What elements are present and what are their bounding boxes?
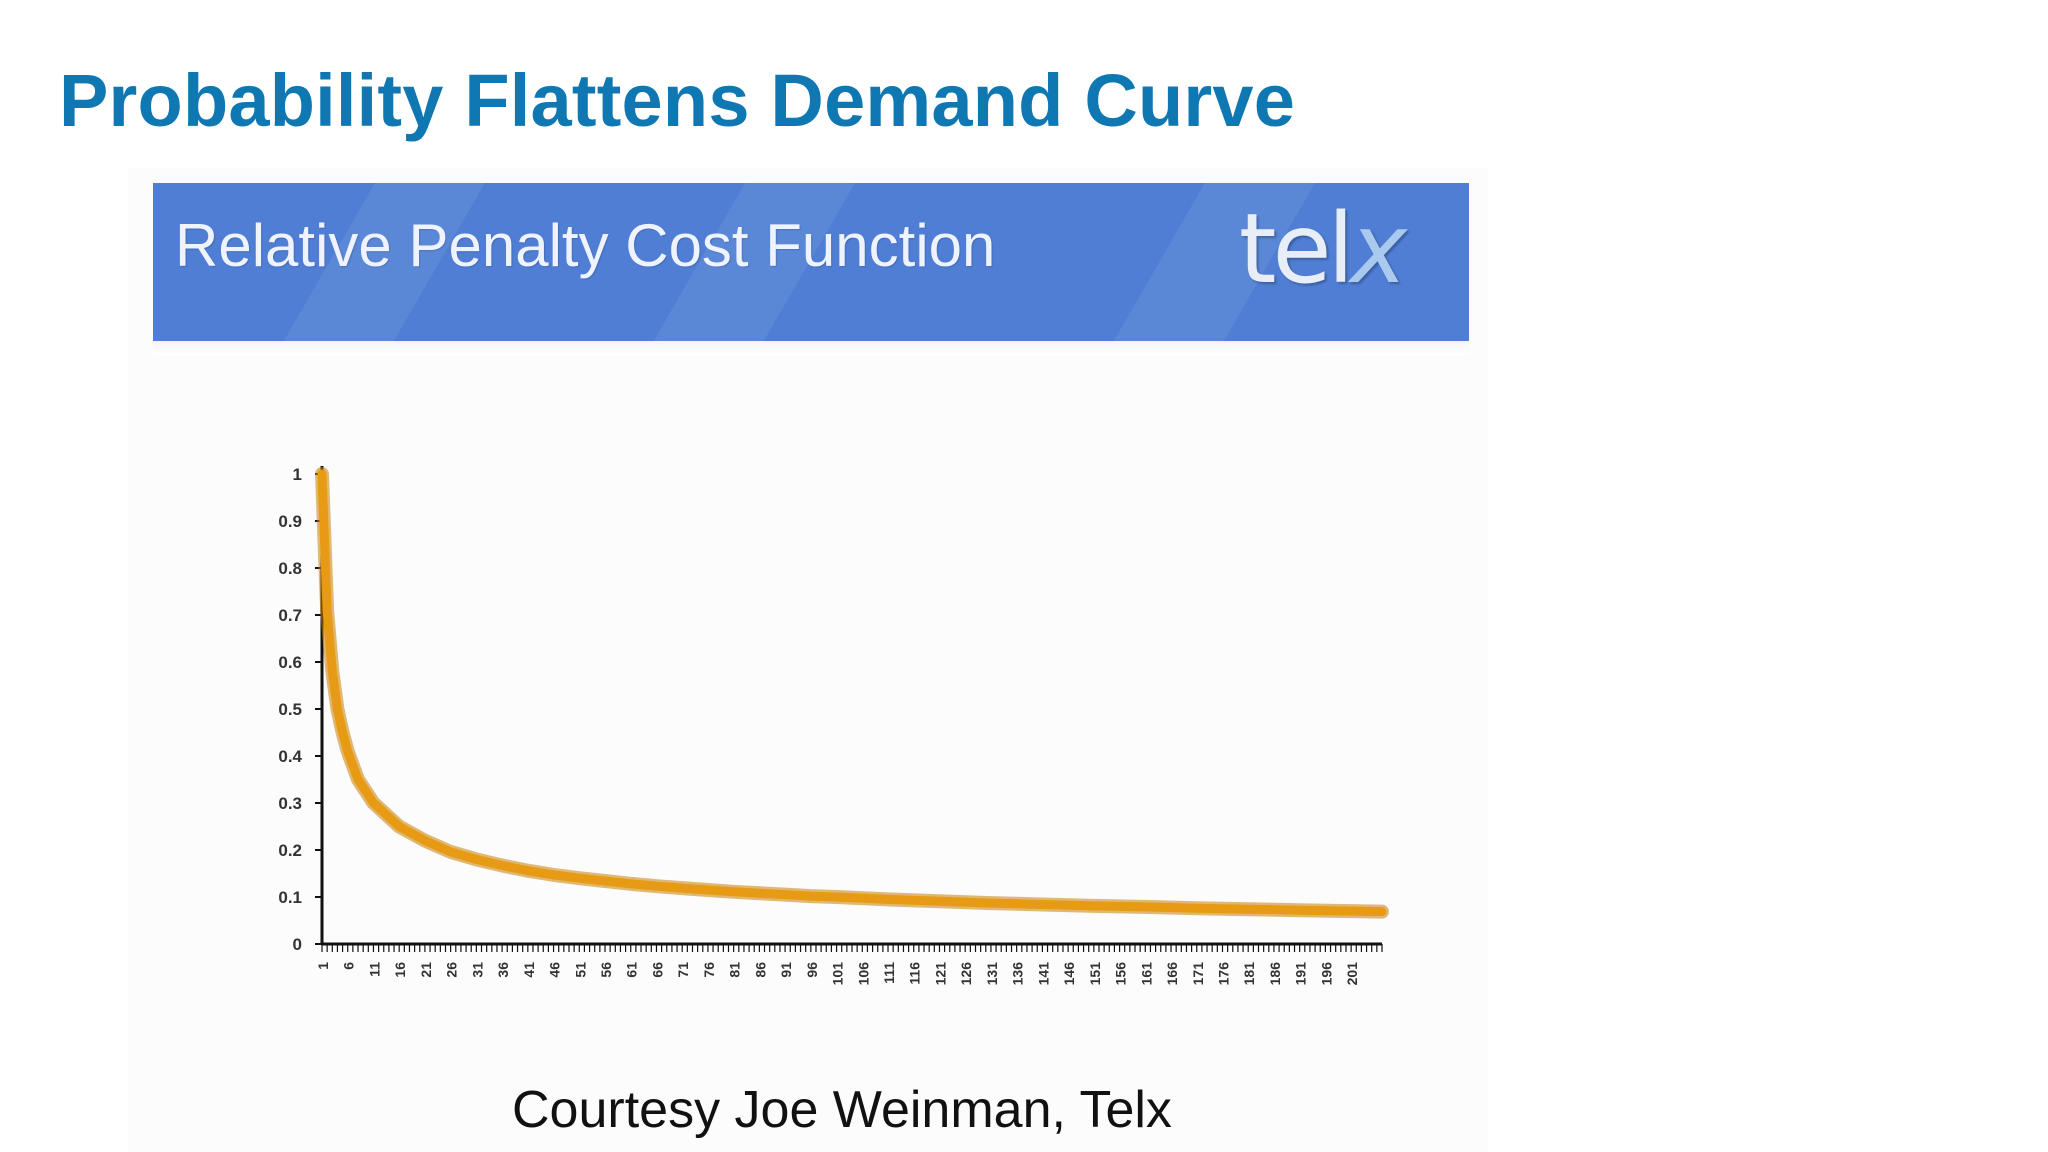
y-tick-label: 0.9 (278, 512, 302, 531)
x-tick-label: 36 (495, 962, 511, 978)
x-tick-label: 186 (1267, 962, 1283, 986)
x-tick-label: 131 (984, 962, 1000, 986)
x-tick-label: 146 (1061, 962, 1077, 986)
x-tick-label: 141 (1035, 962, 1051, 986)
x-tick-label: 151 (1087, 962, 1103, 986)
logo-accent: x (1350, 193, 1407, 305)
x-tick-label: 166 (1164, 962, 1180, 986)
x-tick-label: 196 (1318, 962, 1334, 986)
banner-shadow (153, 341, 1469, 355)
x-tick-label: 191 (1293, 962, 1309, 986)
x-tick-label: 126 (958, 962, 974, 986)
x-tick-label: 136 (1010, 962, 1026, 986)
y-tick-label: 0.8 (278, 559, 302, 578)
penalty-curve-shadow (315, 467, 1389, 919)
x-tick-label: 176 (1215, 962, 1231, 986)
x-tick-label: 91 (778, 962, 794, 978)
x-tick-label: 81 (727, 962, 743, 978)
telx-logo: telx (1238, 193, 1407, 305)
x-tick-label: 106 (855, 962, 871, 986)
x-tick-label: 6 (341, 962, 357, 970)
x-tick-label: 66 (649, 962, 665, 978)
x-tick-label: 96 (804, 962, 820, 978)
x-tick-label: 41 (521, 962, 537, 978)
y-tick-label: 0.1 (278, 888, 302, 907)
y-tick-label: 0.5 (278, 700, 302, 719)
x-tick-label: 181 (1241, 962, 1257, 986)
slide-title: Probability Flattens Demand Curve (59, 59, 1296, 142)
x-tick-label: 161 (1138, 962, 1154, 986)
x-tick-label: 201 (1344, 962, 1360, 986)
x-tick-label: 171 (1190, 962, 1206, 986)
x-tick-label: 61 (624, 962, 640, 978)
x-tick-label: 21 (418, 962, 434, 978)
x-tick-label: 156 (1113, 962, 1129, 986)
x-tick-label: 26 (444, 962, 460, 978)
x-tick-label: 86 (752, 962, 768, 978)
x-tick-label: 121 (932, 962, 948, 986)
x-tick-label: 1 (315, 962, 331, 970)
x-tick-label: 101 (830, 962, 846, 986)
chart-banner: Relative Penalty Cost Function telx (153, 183, 1469, 341)
x-tick-label: 11 (366, 962, 382, 977)
x-tick-label: 31 (469, 962, 485, 978)
y-tick-label: 1 (293, 465, 302, 484)
x-tick-label: 46 (547, 962, 563, 978)
x-tick-label: 71 (675, 962, 691, 978)
y-tick-label: 0.2 (278, 841, 302, 860)
y-tick-label: 0.6 (278, 653, 302, 672)
credit-text: Courtesy Joe Weinman, Telx (512, 1081, 1172, 1139)
y-tick-label: 0 (293, 935, 302, 954)
x-tick-label: 16 (392, 962, 408, 978)
y-tick-label: 0.4 (278, 747, 302, 766)
y-tick-label: 0.3 (278, 794, 302, 813)
banner-title: Relative Penalty Cost Function (175, 212, 996, 279)
y-tick-label: 0.7 (278, 606, 302, 625)
x-tick-label: 116 (907, 962, 923, 985)
logo-text: tel (1238, 193, 1354, 305)
x-tick-label: 51 (572, 962, 588, 978)
x-tick-label: 111 (881, 962, 897, 984)
x-tick-label: 56 (598, 962, 614, 978)
x-tick-label: 76 (701, 962, 717, 978)
penalty-curve-line (317, 469, 1387, 917)
